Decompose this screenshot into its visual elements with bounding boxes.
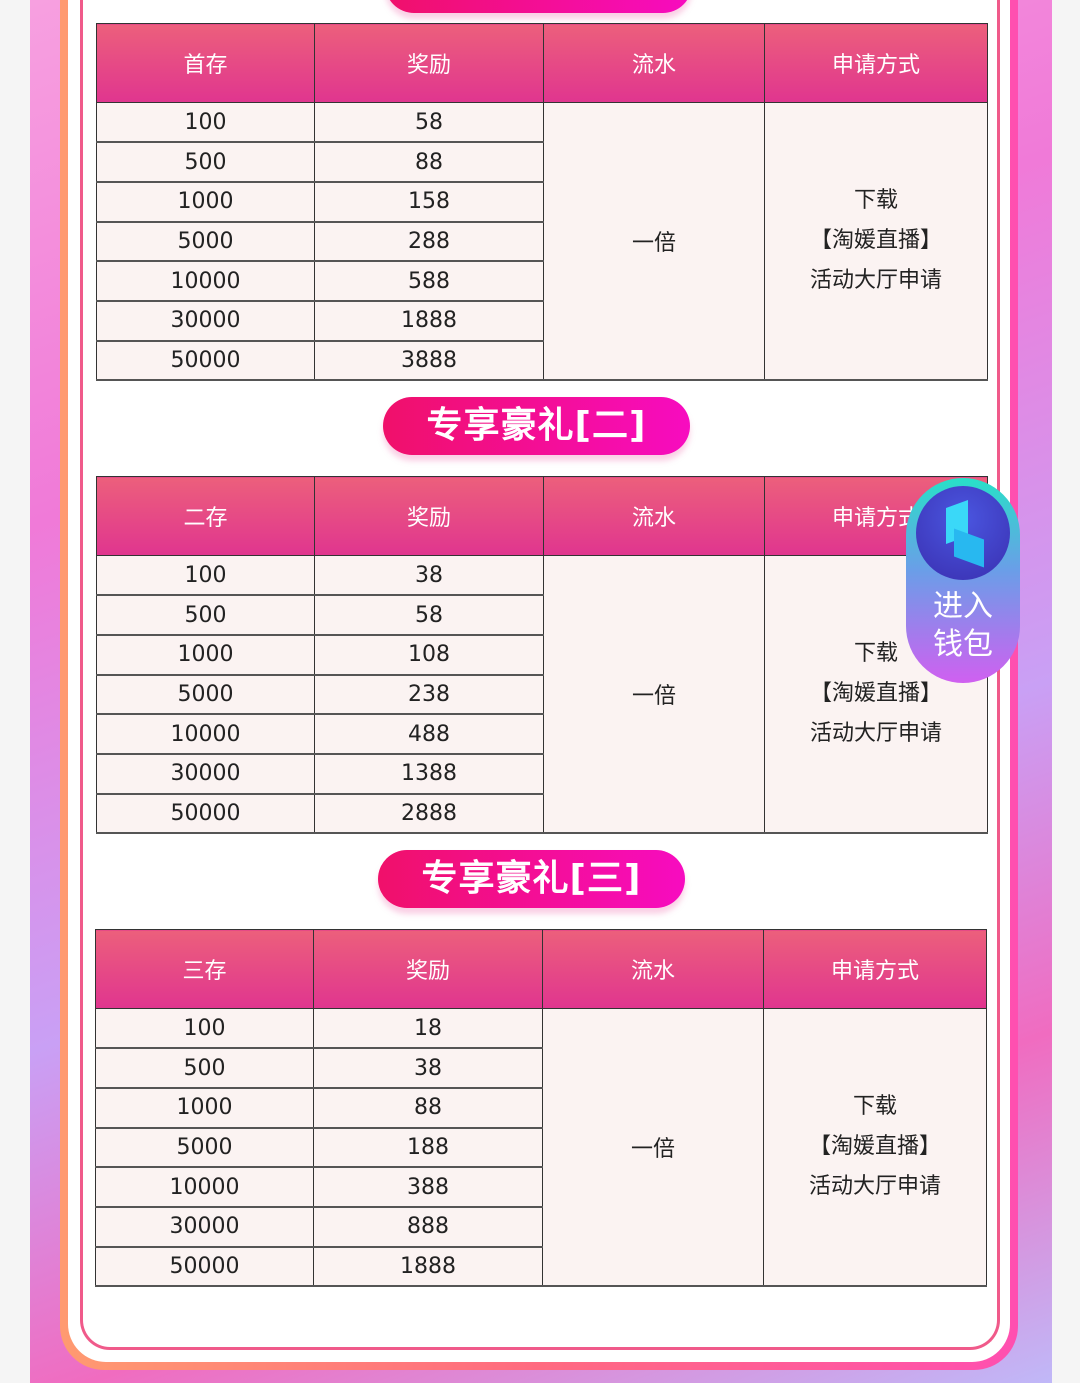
deposit-cell: 5000 — [95, 1127, 314, 1169]
column-header: 申请方式 — [763, 929, 987, 1009]
bonus-cell: 18 — [313, 1008, 543, 1050]
bonus-cell: 2888 — [314, 793, 544, 835]
bonus-table: 首存 奖励 流水 申请方式 100 58 一倍 下载 【淘媛直播】 活动大厅申请 500 88 1000… — [96, 23, 988, 382]
bonus-cell: 88 — [314, 141, 544, 183]
table-row: 50000 2888 — [96, 793, 988, 835]
deposit-cell: 50000 — [96, 340, 315, 382]
table-row: 30000 1888 — [96, 300, 988, 342]
deposit-cell: 100 — [96, 102, 315, 144]
bonus-cell: 108 — [314, 634, 544, 676]
bonus-cell: 3888 — [314, 340, 544, 382]
method-line: 【淘媛直播】 — [808, 1134, 941, 1160]
column-header: 二存 — [96, 476, 315, 556]
method-line: 下载 — [853, 188, 898, 214]
wallet-label-line2: 钱包 — [933, 627, 993, 662]
method-cell: 下载【淘媛直播】 活动大厅申请 — [764, 102, 988, 382]
bonus-cell: 238 — [314, 674, 544, 716]
column-header: 奖励 — [313, 929, 543, 1009]
deposit-cell: 1000 — [96, 181, 315, 223]
column-header: 申请方式 — [764, 23, 988, 103]
column-header: 流水 — [543, 23, 765, 103]
method-line: 活动大厅申请 — [809, 721, 942, 747]
table-row: 1000 158 — [96, 181, 988, 223]
deposit-cell: 30000 — [95, 1206, 314, 1248]
deposit-cell: 500 — [96, 141, 315, 183]
deposit-cell: 100 — [95, 1008, 314, 1050]
table-row: 10000 388 — [95, 1166, 987, 1208]
turnover-cell: 一倍 — [543, 555, 765, 835]
table-row: 100 38 一倍 下载【淘媛直播】 活动大厅申请 — [96, 555, 988, 835]
bonus-cell: 1888 — [314, 300, 544, 342]
deposit-cell: 5000 — [96, 674, 315, 716]
bonus-cell: 888 — [313, 1206, 543, 1248]
wallet-logo-icon — [916, 486, 1010, 580]
table-row: 5000 288 — [96, 221, 988, 263]
bonus-table: 三存 奖励 流水 申请方式 100 18 一倍 下载 【淘媛直播】 活动大厅申请 500 38 1000… — [95, 929, 987, 1288]
section-title-pill: 专享豪礼[二] — [383, 397, 690, 455]
bonus-cell: 1888 — [313, 1246, 543, 1288]
method-line: 活动大厅申请 — [809, 268, 942, 294]
table-row: 30000 1388 — [96, 753, 988, 795]
column-header: 奖励 — [314, 23, 544, 103]
table-row: 1000 108 — [96, 634, 988, 676]
deposit-cell: 50000 — [95, 1246, 314, 1288]
method-line: 下载 — [853, 641, 898, 667]
method-line: 下载 — [852, 1094, 897, 1120]
bonus-cell: 388 — [313, 1166, 543, 1208]
method-cell: 下载【淘媛直播】 活动大厅申请 — [763, 1008, 987, 1288]
bonus-cell: 588 — [314, 260, 544, 302]
table-row: 5000 238 — [96, 674, 988, 716]
method-line: 【淘媛直播】 — [809, 681, 942, 707]
section-title-pill: 专享豪礼[三] — [378, 850, 685, 908]
bonus-cell: 188 — [313, 1127, 543, 1169]
column-header: 首存 — [96, 23, 315, 103]
table-row: 5000 188 — [95, 1127, 987, 1169]
deposit-cell: 10000 — [95, 1166, 314, 1208]
bonus-cell: 158 — [314, 181, 544, 223]
deposit-cell: 500 — [96, 594, 315, 636]
table-row: 500 38 — [95, 1047, 987, 1089]
deposit-cell: 500 — [95, 1047, 314, 1089]
deposit-cell: 10000 — [96, 260, 315, 302]
bonus-table: 二存 奖励 流水 申请方式 100 38 一倍 下载 【淘媛直播】 活动大厅申请 500 58 1000… — [96, 476, 988, 835]
table-row: 100 18 一倍 下载 【淘媛直播】 活动大厅申请 — [95, 1008, 987, 1288]
column-header: 三存 — [95, 929, 314, 1009]
turnover-cell: 一倍 — [542, 1008, 764, 1288]
table-row: 10000 588 — [96, 260, 988, 302]
section-title-pill-1 — [385, 0, 692, 13]
table-row: 10000 488 — [96, 713, 988, 755]
bonus-cell: 38 — [314, 555, 544, 597]
deposit-cell: 10000 — [96, 713, 315, 755]
table-row: 500 58 — [96, 594, 988, 636]
turnover-cell: 一倍 — [543, 102, 765, 382]
bonus-cell: 58 — [314, 594, 544, 636]
method-line: 【淘媛直播】 — [809, 228, 942, 254]
column-header: 流水 — [543, 476, 765, 556]
bonus-cell: 288 — [314, 221, 544, 263]
enter-wallet-button[interactable]: 进入 钱包 — [906, 478, 1020, 683]
deposit-cell: 1000 — [95, 1087, 314, 1129]
table-row: 500 88 — [96, 141, 988, 183]
wallet-label-line1: 进入 — [933, 589, 993, 624]
table-row: 50000 3888 — [96, 340, 988, 382]
bonus-cell: 1388 — [314, 753, 544, 795]
deposit-cell: 30000 — [96, 753, 315, 795]
bonus-cell: 488 — [314, 713, 544, 755]
table-row: 30000 888 — [95, 1206, 987, 1248]
table-row: 50000 1888 — [95, 1246, 987, 1288]
table-row: 1000 88 — [95, 1087, 987, 1129]
deposit-cell: 50000 — [96, 793, 315, 835]
deposit-cell: 5000 — [96, 221, 315, 263]
deposit-cell: 100 — [96, 555, 315, 597]
column-header: 奖励 — [314, 476, 544, 556]
column-header: 流水 — [542, 929, 764, 1009]
method-line: 活动大厅申请 — [808, 1174, 941, 1200]
table-row: 100 58 一倍 下载 【淘媛直播】 活动大厅申请 — [96, 102, 988, 382]
bonus-cell: 38 — [313, 1047, 543, 1089]
deposit-cell: 30000 — [96, 300, 315, 342]
bonus-cell: 88 — [313, 1087, 543, 1129]
bonus-cell: 58 — [314, 102, 544, 144]
deposit-cell: 1000 — [96, 634, 315, 676]
